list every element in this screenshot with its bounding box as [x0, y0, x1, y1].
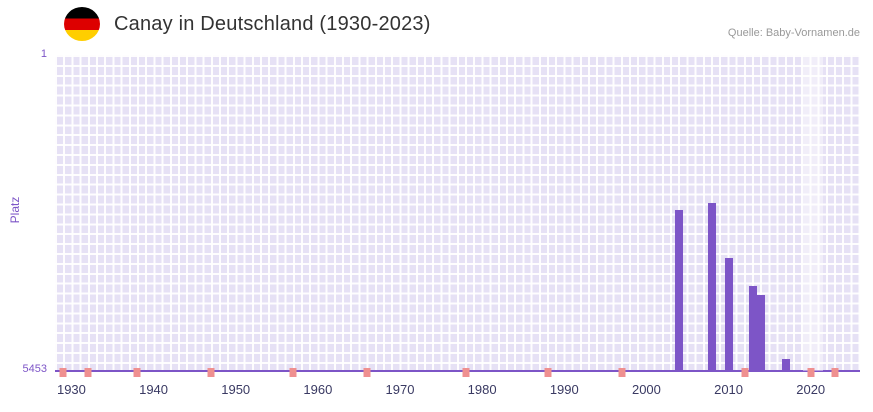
x-axis-tick-1950: 1950 [221, 382, 251, 397]
recent-years-highlight-band [802, 55, 824, 371]
no-rank-marker-1966 [363, 368, 371, 377]
rank-bar-2008[interactable] [708, 203, 717, 371]
no-rank-marker-1947 [207, 368, 215, 377]
no-rank-marker-1932 [84, 368, 92, 377]
x-axis-tick-2020: 2020 [796, 382, 826, 397]
no-rank-marker-1957 [289, 368, 297, 377]
no-rank-marker-1938 [133, 368, 141, 377]
source-label: Quelle: Baby-Vornamen.de [727, 27, 860, 39]
rank-bar-2004[interactable] [675, 210, 684, 371]
x-axis-tick-2010: 2010 [714, 382, 744, 397]
x-axis-tick-1990: 1990 [549, 382, 579, 397]
no-rank-marker-1929 [59, 368, 67, 377]
no-rank-marker-1978 [462, 368, 470, 377]
no-rank-marker-1988 [544, 368, 552, 377]
y-axis-title: Platz [8, 196, 22, 224]
y-axis-tick-top: 1 [40, 48, 47, 60]
x-axis-tick-1980: 1980 [467, 382, 497, 397]
rank-bar-2010[interactable] [724, 258, 733, 371]
no-rank-marker-1997 [618, 368, 626, 377]
page-title: Canay in Deutschland (1930-2023) [114, 13, 431, 35]
x-axis-tick-1960: 1960 [303, 382, 333, 397]
x-axis-tick-2000: 2000 [631, 382, 661, 397]
rank-bar-2017[interactable] [782, 358, 791, 371]
germany-flag-icon [64, 7, 100, 41]
plot-area [55, 55, 860, 371]
x-axis-tick-1940: 1940 [139, 382, 169, 397]
x-axis-tick-1930: 1930 [56, 382, 86, 397]
rank-bar-2013[interactable] [749, 285, 758, 371]
no-rank-marker-2023 [831, 368, 839, 377]
x-axis-line [55, 370, 860, 372]
y-axis-tick-bottom: 5453 [22, 363, 47, 375]
x-axis-tick-1970: 1970 [385, 382, 415, 397]
rank-bar-2014[interactable] [757, 295, 766, 371]
no-rank-marker-2012 [741, 368, 749, 377]
no-rank-marker-2020 [807, 368, 815, 377]
